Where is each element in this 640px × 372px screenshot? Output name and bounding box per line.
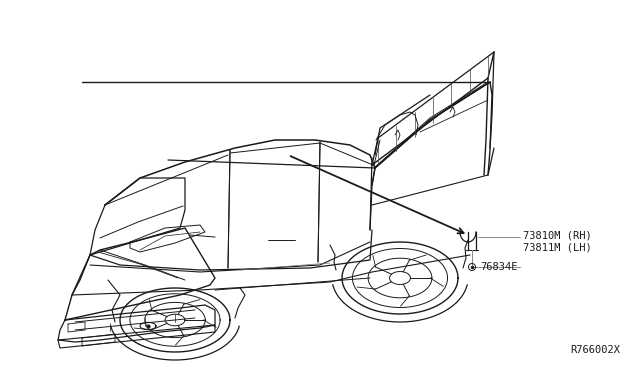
Text: 73810M (RH): 73810M (RH) xyxy=(523,230,592,240)
Text: R766002X: R766002X xyxy=(570,345,620,355)
Text: 73811M (LH): 73811M (LH) xyxy=(523,242,592,252)
Text: 76834E: 76834E xyxy=(480,262,518,272)
